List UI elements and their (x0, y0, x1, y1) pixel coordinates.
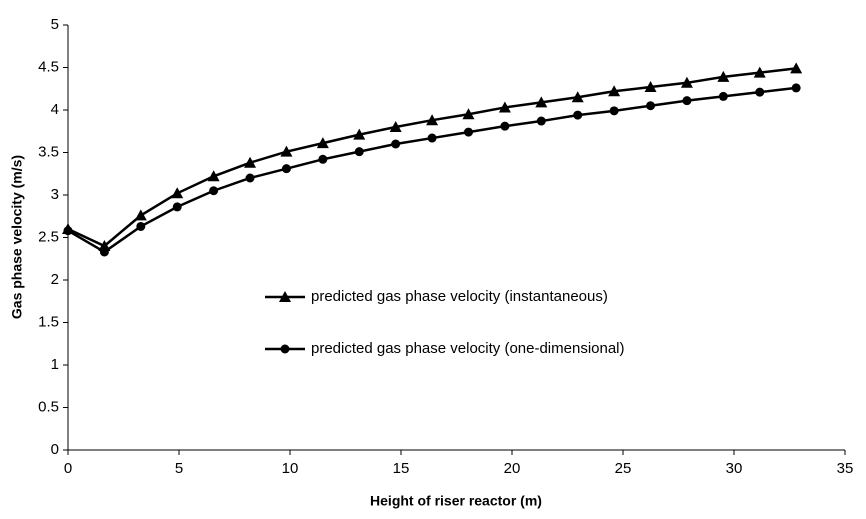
y-tick-label: 4.5 (38, 58, 59, 75)
marker (354, 147, 364, 157)
y-tick-label: 0 (51, 441, 59, 458)
marker (573, 110, 583, 120)
marker (280, 145, 293, 157)
y-tick-label: 3.5 (38, 143, 59, 160)
y-tick-label: 2.5 (38, 228, 59, 245)
marker (389, 121, 402, 132)
x-tick-label: 0 (64, 460, 72, 477)
marker (500, 121, 510, 131)
legend-marker (279, 291, 291, 302)
x-tick-label: 15 (393, 460, 410, 477)
marker (353, 128, 366, 140)
x-tick-label: 30 (726, 460, 743, 477)
marker (99, 247, 109, 257)
y-axis-title: Gas phase velocity (m/s) (9, 155, 25, 319)
marker (318, 154, 328, 164)
y-tick-label: 1.5 (38, 313, 59, 330)
legend-label: predicted gas phase velocity (one-dimens… (311, 340, 625, 357)
marker (644, 81, 657, 93)
legend-label: predicted gas phase velocity (instantane… (311, 288, 608, 305)
marker (609, 106, 619, 116)
marker (682, 96, 692, 106)
y-tick-label: 2 (51, 271, 59, 288)
marker (245, 173, 255, 183)
legend-marker (280, 344, 290, 354)
marker (463, 127, 473, 137)
marker (134, 209, 147, 221)
marker (571, 91, 584, 103)
marker (646, 101, 656, 111)
marker (791, 83, 801, 93)
marker (63, 226, 73, 236)
marker (755, 87, 765, 97)
y-tick-label: 3 (51, 186, 59, 203)
marker (207, 170, 220, 182)
marker (536, 116, 546, 126)
x-tick-label: 10 (282, 460, 299, 477)
marker (680, 76, 693, 88)
marker (172, 202, 182, 212)
marker (462, 108, 475, 120)
x-tick-label: 35 (837, 460, 854, 477)
marker (790, 62, 803, 74)
marker (535, 96, 548, 108)
marker (753, 66, 766, 78)
y-tick-label: 5 (51, 16, 59, 33)
marker (171, 187, 184, 199)
y-tick-label: 1 (51, 356, 59, 373)
marker (608, 85, 621, 97)
marker (498, 101, 511, 113)
series-line (67, 86, 797, 254)
marker (426, 114, 439, 126)
marker (427, 133, 437, 143)
y-tick-label: 4 (51, 101, 59, 118)
marker (717, 70, 730, 82)
marker (316, 137, 329, 149)
marker (136, 221, 146, 231)
marker (209, 186, 219, 196)
x-axis-title: Height of riser reactor (m) (370, 493, 542, 509)
y-tick-label: 0.5 (38, 398, 59, 415)
x-tick-label: 5 (175, 460, 183, 477)
marker (98, 240, 111, 251)
marker (718, 91, 728, 101)
x-tick-label: 25 (615, 460, 632, 477)
series-line (67, 67, 797, 248)
x-tick-label: 20 (504, 460, 521, 477)
marker (281, 164, 291, 174)
marker (244, 156, 257, 168)
marker (391, 139, 401, 149)
